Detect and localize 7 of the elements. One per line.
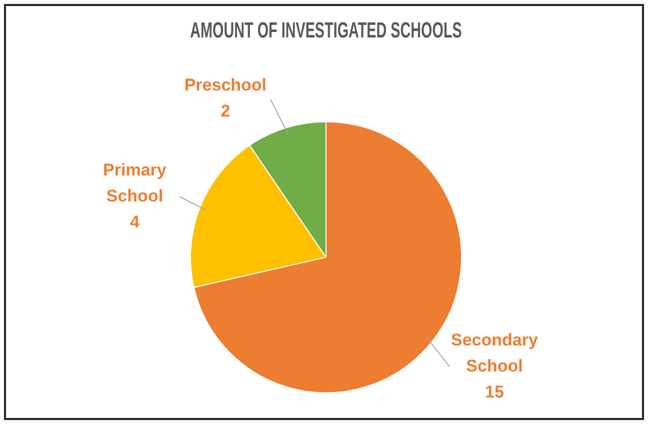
data-label: 4 bbox=[130, 212, 140, 232]
data-label: 15 bbox=[485, 382, 504, 402]
data-label: 2 bbox=[220, 102, 230, 121]
slice-label: Secondary School bbox=[451, 330, 538, 376]
chart-title: AMOUNT OF INVESTIGATED SCHOOLS bbox=[190, 17, 462, 42]
slice-label: Primary School bbox=[103, 160, 167, 206]
slice-label: Preschool bbox=[184, 76, 267, 95]
